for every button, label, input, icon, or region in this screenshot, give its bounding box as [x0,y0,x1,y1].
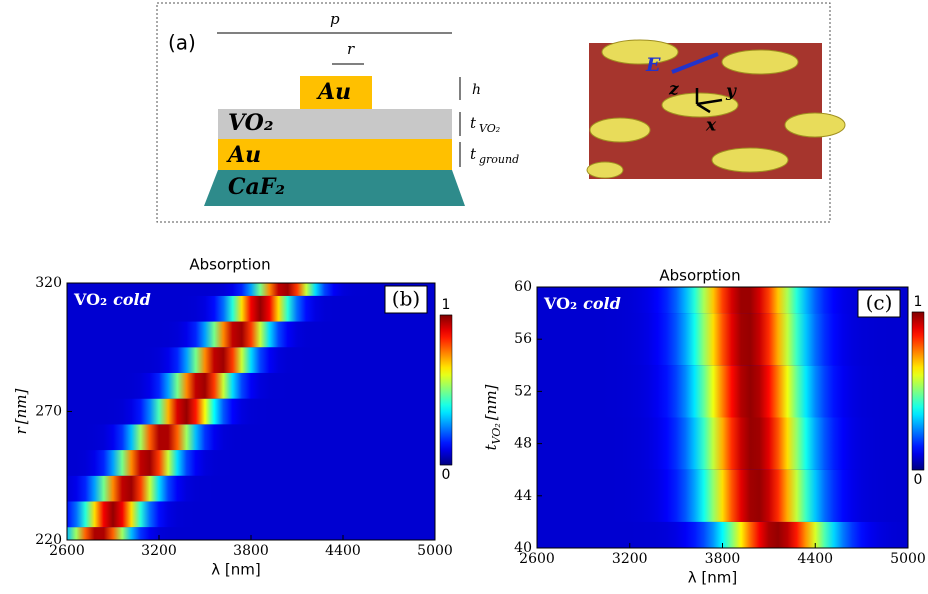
heatmap-row [67,424,435,450]
heatmap-row [67,476,435,502]
thickness-sub: VO₂ [479,122,500,135]
y-axis-label-part: VO₂ [490,423,503,444]
annotation-main: VO₂ [73,290,107,309]
panel-label: (b) [392,287,420,311]
colorbar [440,315,452,465]
heatmap-row [67,347,435,373]
colorbar [912,312,924,470]
heatmap-row [537,313,908,365]
y-tick-label: 320 [35,275,62,291]
heatmap-row [67,399,435,425]
colorbar-tick-label: 1 [442,297,451,313]
heatmap-row [537,365,908,417]
thickness-label: t [470,114,477,132]
heatmap-row [67,322,435,348]
y-axis-label-part: [nm] [12,388,30,424]
heatmap-row [67,450,435,476]
layer-label: VO₂ [228,110,273,136]
heatmap-row [67,501,435,527]
period-label: p [330,10,340,28]
y-axis-label-part: [nm] [482,384,500,420]
axis-label: y [725,82,737,102]
y-tick-label: 270 [35,404,62,420]
layer-label: Au [226,142,261,168]
layer-label: Au [316,79,351,105]
figure: (a)prhAuVO₂AuCaF₂tVO₂tgroundEzyx26003200… [0,0,928,590]
y-axis-label: r [nm] [12,388,30,434]
heatmap-row [67,373,435,399]
chart-title: Absorption [659,267,740,285]
axis-label: x [705,116,717,136]
y-tick-label: 56 [514,331,532,347]
layer-label: CaF₂ [228,174,285,200]
annotation-italic: cold [113,290,151,309]
y-tick-label: 220 [35,532,62,548]
y-axis-label: tVO₂[nm] [482,384,503,450]
x-axis-label: λ [nm] [211,561,260,579]
x-tick-label: 4400 [797,551,833,567]
radius-label: r [347,40,355,58]
heatmap-row [537,418,908,470]
axis-label: z [668,80,679,100]
annotation-main: VO₂ [543,294,577,313]
colorbar-tick-label: 0 [442,467,451,483]
colorbar-tick-label: 1 [914,294,923,310]
annotation-italic: cold [583,294,621,313]
y-axis-label-part: r [12,426,30,434]
x-tick-label: 3800 [705,551,741,567]
thickness-label: t [470,145,477,163]
x-tick-label: 3800 [233,543,269,559]
field-label: E [645,54,661,76]
y-tick-label: 48 [514,436,532,452]
x-tick-label: 3200 [612,551,648,567]
panel-label: (a) [168,31,196,55]
chart-title: Absorption [189,256,270,274]
y-tick-label: 60 [514,279,532,295]
x-tick-label: 3200 [141,543,177,559]
x-tick-label: 4400 [325,543,361,559]
x-tick-label: 5000 [417,543,453,559]
heatmap-row [537,470,908,522]
height-label: h [472,82,481,98]
x-tick-label: 5000 [890,551,926,567]
y-tick-label: 44 [514,488,532,504]
panel-label: (c) [866,291,893,315]
thickness-sub: ground [479,153,519,166]
y-tick-label: 52 [514,383,532,399]
colorbar-tick-label: 0 [914,472,923,488]
x-axis-label: λ [nm] [688,569,737,587]
y-tick-label: 40 [514,540,532,556]
